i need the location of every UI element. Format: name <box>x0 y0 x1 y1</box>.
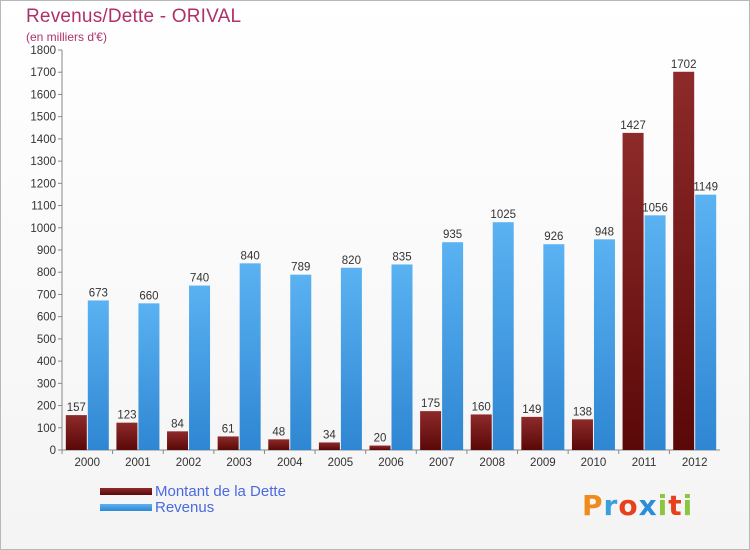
data-label-dette: 149 <box>522 404 541 416</box>
logo-letter: x <box>638 489 658 522</box>
data-label-dette: 48 <box>272 426 285 438</box>
data-label-revenus: 789 <box>291 262 310 274</box>
logo-letter: r <box>603 489 619 522</box>
data-label-dette: 160 <box>472 401 491 413</box>
y-tick-label: 1300 <box>30 156 56 168</box>
data-label-dette: 61 <box>222 423 235 435</box>
data-label-revenus: 948 <box>595 226 614 238</box>
x-tick-label: 2005 <box>328 457 354 469</box>
x-tick-label: 2004 <box>277 457 303 469</box>
bar-dette <box>571 419 593 450</box>
bar-revenus <box>189 285 211 450</box>
x-tick-label: 2006 <box>378 457 404 469</box>
y-tick-label: 400 <box>37 356 56 368</box>
data-label-dette: 34 <box>323 429 336 441</box>
y-tick-label: 500 <box>37 334 56 346</box>
bar-dette <box>217 436 239 450</box>
x-tick-label: 2007 <box>429 457 455 469</box>
bar-dette <box>167 431 189 450</box>
logo-letter: i <box>657 489 669 522</box>
data-label-dette: 123 <box>117 410 136 422</box>
x-tick-label: 2009 <box>530 457 556 469</box>
data-label-revenus: 740 <box>190 273 209 285</box>
x-tick-label: 2001 <box>125 457 151 469</box>
legend-label-revenus: Revenus <box>155 499 215 516</box>
bar-revenus <box>593 239 615 450</box>
bar-dette <box>65 415 87 450</box>
proxiti-logo: Proxiti <box>582 489 693 522</box>
y-tick-label: 100 <box>37 423 56 435</box>
data-label-revenus: 820 <box>342 255 361 267</box>
y-tick-label: 1400 <box>30 134 56 146</box>
logo-letter: o <box>618 489 639 522</box>
bar-revenus <box>695 194 717 450</box>
x-tick-label: 2000 <box>75 457 101 469</box>
data-label-dette: 175 <box>421 398 440 410</box>
x-tick-label: 2003 <box>226 457 252 469</box>
bar-revenus <box>543 244 565 450</box>
bar-revenus <box>340 267 362 450</box>
legend-swatch-revenus <box>100 504 152 511</box>
bar-dette <box>622 132 644 450</box>
y-tick-label: 800 <box>37 267 56 279</box>
legend-swatch-dette <box>100 488 152 495</box>
logo-letter: t <box>668 489 683 522</box>
chart-subtitle: (en milliers d'€) <box>26 30 107 44</box>
y-tick-label: 1800 <box>30 45 56 57</box>
y-tick-label: 1500 <box>30 112 56 124</box>
chart-title: Revenus/Dette - ORIVAL <box>26 6 242 27</box>
data-label-revenus: 1056 <box>642 202 668 214</box>
y-tick-label: 1600 <box>30 89 56 101</box>
data-label-dette: 20 <box>374 433 387 445</box>
data-label-dette: 84 <box>171 418 184 430</box>
x-tick-label: 2002 <box>176 457 202 469</box>
x-tick-label: 2008 <box>479 457 505 469</box>
data-label-revenus: 660 <box>139 290 158 302</box>
logo-letter: P <box>582 489 604 522</box>
y-tick-label: 900 <box>37 245 56 257</box>
x-tick-label: 2011 <box>632 457 657 469</box>
bar-dette <box>369 445 391 450</box>
data-label-revenus: 673 <box>89 287 108 299</box>
y-tick-label: 0 <box>50 445 56 457</box>
data-label-revenus: 1149 <box>693 182 718 194</box>
data-label-revenus: 935 <box>443 229 462 241</box>
y-tick-label: 1200 <box>30 178 56 190</box>
bar-dette <box>521 416 543 450</box>
data-label-revenus: 840 <box>241 250 260 262</box>
data-label-dette: 1702 <box>671 59 697 71</box>
y-tick-label: 300 <box>37 378 56 390</box>
data-label-revenus: 926 <box>544 231 563 243</box>
bar-revenus <box>239 263 261 450</box>
bar-dette <box>116 422 138 450</box>
data-label-dette: 157 <box>67 402 86 414</box>
x-tick-label: 2010 <box>581 457 607 469</box>
logo-letter: i <box>682 489 694 522</box>
bar-revenus <box>442 242 464 450</box>
bar-revenus <box>138 303 160 450</box>
x-tick-label: 2012 <box>682 457 708 469</box>
bar-revenus <box>290 274 312 450</box>
bar-dette <box>673 71 695 451</box>
data-label-dette: 138 <box>573 406 592 418</box>
y-tick-label: 200 <box>37 401 56 413</box>
bar-revenus <box>391 264 413 450</box>
bar-revenus <box>492 222 514 450</box>
legend-label-dette: Montant de la Dette <box>155 483 286 500</box>
data-label-dette: 1427 <box>620 120 646 132</box>
y-tick-label: 700 <box>37 289 56 301</box>
data-label-revenus: 835 <box>392 251 411 263</box>
bar-dette <box>470 414 492 450</box>
y-tick-label: 1700 <box>30 67 56 79</box>
y-tick-label: 1000 <box>30 223 56 235</box>
bar-dette <box>420 411 442 450</box>
bar-revenus <box>644 215 666 450</box>
bar-dette <box>268 439 290 450</box>
data-label-revenus: 1025 <box>490 209 516 221</box>
y-tick-label: 600 <box>37 312 56 324</box>
y-tick-label: 1100 <box>31 201 56 213</box>
bar-revenus <box>87 300 109 450</box>
bar-dette <box>318 442 340 450</box>
